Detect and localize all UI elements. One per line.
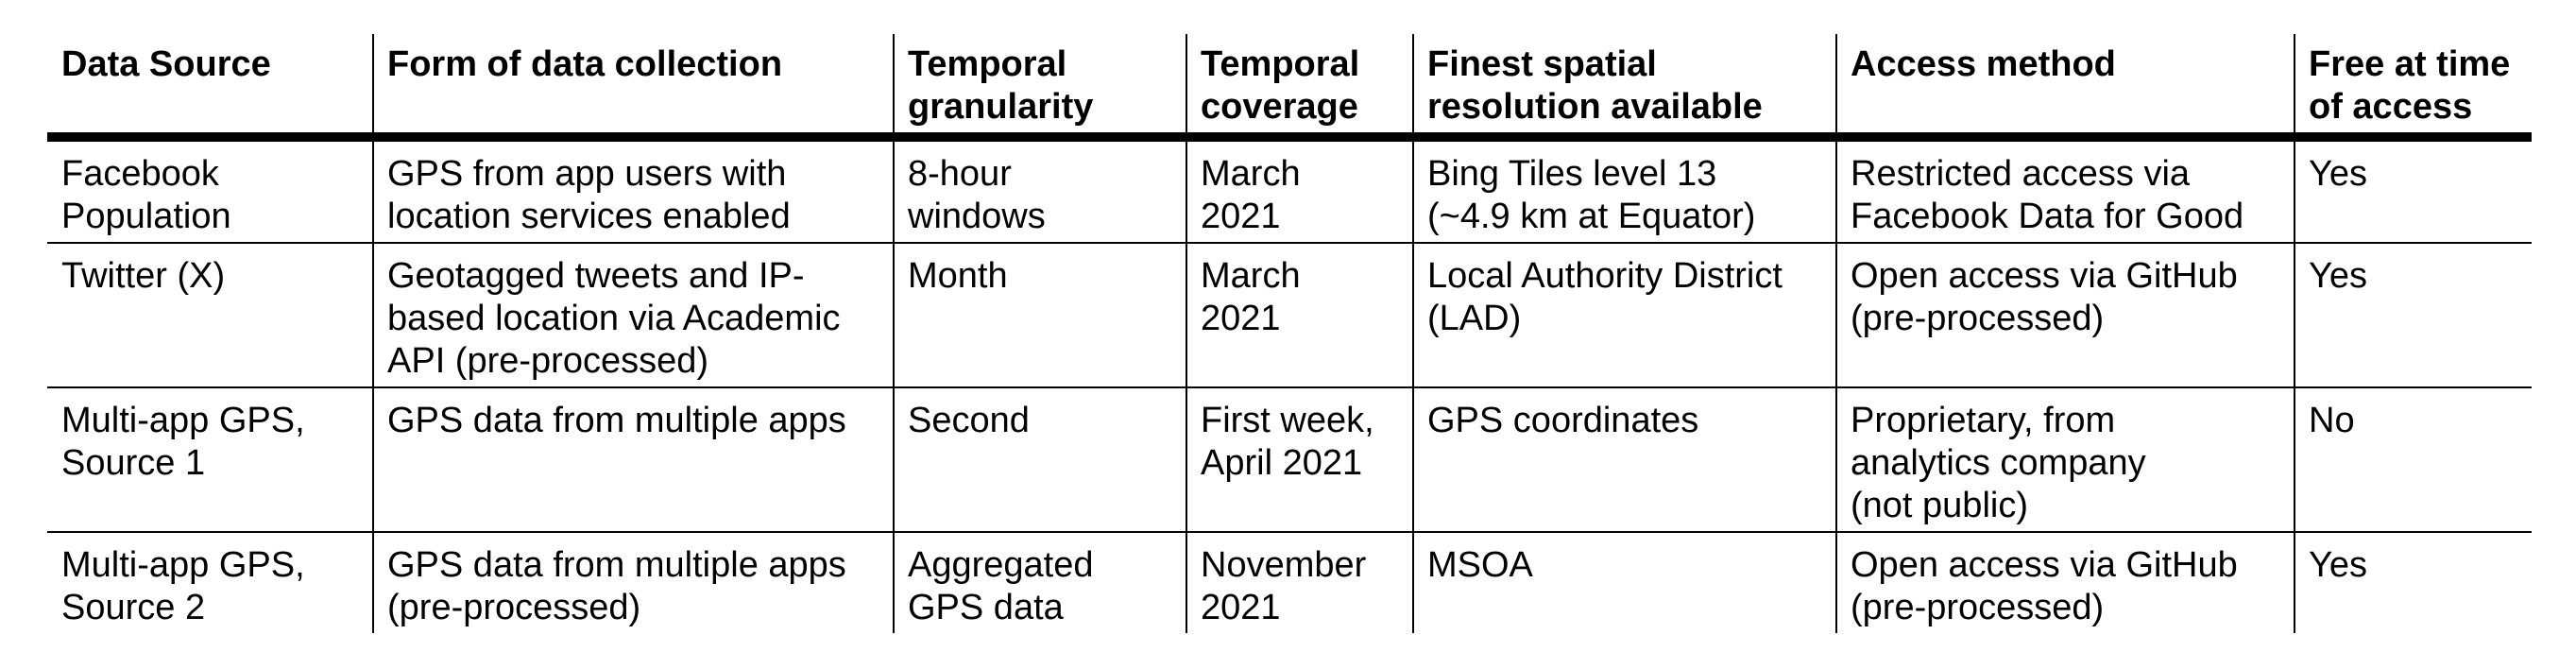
- table-cell: Restricted access via Facebook Data for …: [1835, 137, 2295, 243]
- table-cell: Multi-app GPS, Source 2: [47, 531, 373, 633]
- table-cell: GPS data from multiple apps (pre-process…: [372, 531, 894, 633]
- table-cell: GPS data from multiple apps: [372, 386, 894, 532]
- table-cell: No: [2294, 386, 2532, 532]
- header-access-method: Access method: [1835, 34, 2295, 142]
- table-body: Facebook Population GPS from app users w…: [47, 137, 2532, 633]
- table-cell: Yes: [2294, 531, 2532, 633]
- table-row: Multi-app GPS, Source 1 GPS data from mu…: [47, 386, 2532, 532]
- table-row: Twitter (X) Geotagged tweets and IP- bas…: [47, 242, 2532, 387]
- table-cell: MSOA: [1412, 531, 1836, 633]
- table-cell: Yes: [2294, 242, 2532, 387]
- table-cell: Proprietary, from analytics company (not…: [1835, 386, 2295, 532]
- data-sources-table: Data Source Form of data collection Temp…: [47, 34, 2532, 633]
- table-cell: November 2021: [1186, 531, 1413, 633]
- header-free-at-access: Free at time of access: [2294, 34, 2532, 142]
- table-cell: GPS coordinates: [1412, 386, 1836, 532]
- table-cell: Multi-app GPS, Source 1: [47, 386, 373, 532]
- header-spatial-resolution: Finest spatial resolution available: [1412, 34, 1836, 142]
- table-cell: Second: [893, 386, 1186, 532]
- table-cell: Month: [893, 242, 1186, 387]
- table-cell: Open access via GitHub (pre-processed): [1835, 531, 2295, 633]
- header-temporal-coverage: Temporal coverage: [1186, 34, 1413, 142]
- header-temporal-granularity: Temporal granularity: [893, 34, 1186, 142]
- table-cell: GPS from app users with location service…: [372, 137, 894, 243]
- table-cell: 8-hour windows: [893, 137, 1186, 243]
- data-sources-table-container: Data Source Form of data collection Temp…: [47, 34, 2532, 633]
- table-cell: Facebook Population: [61, 154, 231, 236]
- table-row: Facebook Population GPS from app users w…: [47, 137, 2532, 243]
- header-form-of-data-collection: Form of data collection: [372, 34, 894, 142]
- table-cell: March 2021: [1186, 137, 1413, 243]
- header-data-source: Data Source: [47, 34, 373, 142]
- table-row: Multi-app GPS, Source 2 GPS data from mu…: [47, 531, 2532, 633]
- table-cell: Twitter (X): [47, 242, 373, 387]
- table-cell: Aggregated GPS data: [893, 531, 1186, 633]
- table-cell: Local Authority District (LAD): [1412, 242, 1836, 387]
- header-row: Data Source Form of data collection Temp…: [47, 34, 2532, 142]
- table-cell: Bing Tiles level 13 (~4.9 km at Equator): [1412, 137, 1836, 243]
- table-cell: Open access via GitHub (pre-processed): [1835, 242, 2295, 387]
- table-header: Data Source Form of data collection Temp…: [47, 34, 2532, 142]
- table-cell: Geotagged tweets and IP- based location …: [372, 242, 894, 387]
- table-cell: First week, April 2021: [1186, 386, 1413, 532]
- table-cell: Yes: [2294, 137, 2532, 243]
- table-cell: March 2021: [1186, 242, 1413, 387]
